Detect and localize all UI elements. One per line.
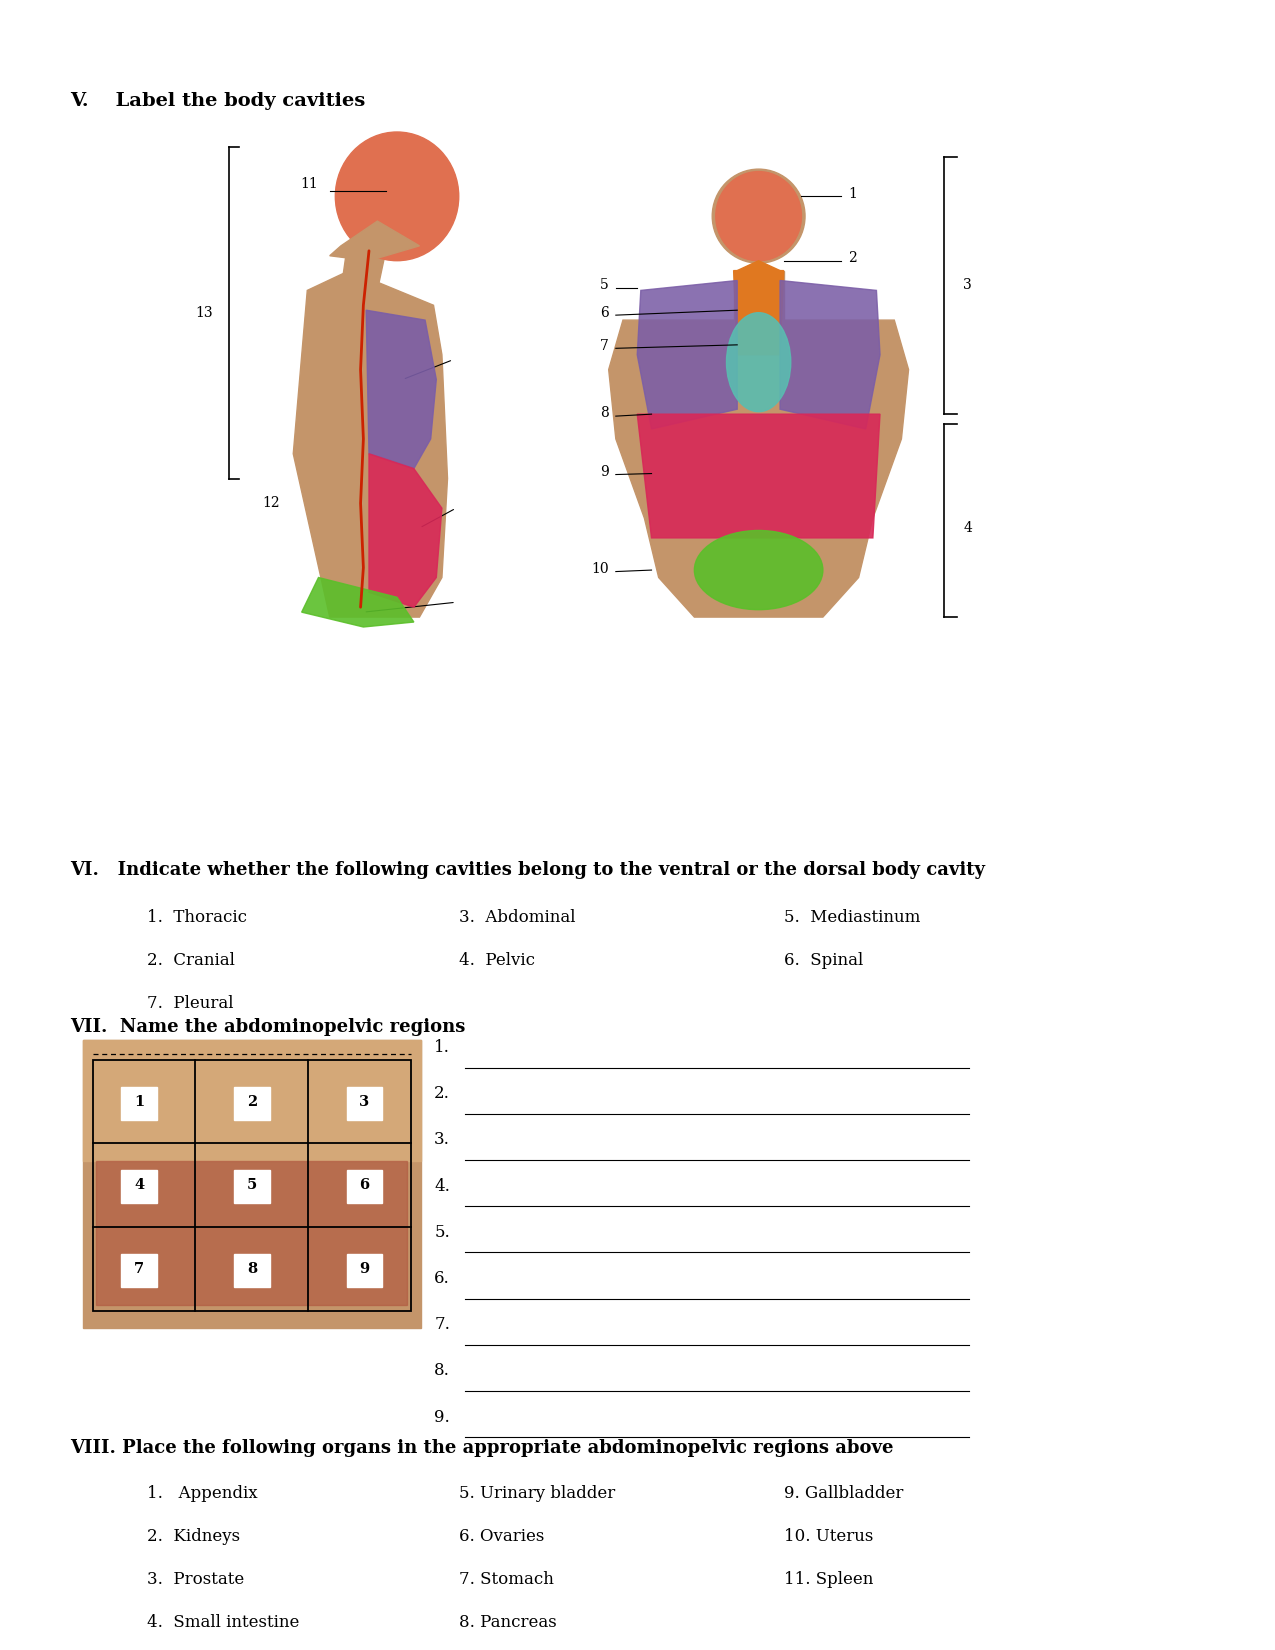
Bar: [121, 1254, 157, 1287]
Text: 9: 9: [601, 465, 608, 478]
Text: 8: 8: [247, 1262, 256, 1275]
Text: 5.: 5.: [435, 1224, 450, 1241]
Text: 1.  Thoracic: 1. Thoracic: [147, 909, 246, 926]
Polygon shape: [737, 261, 780, 271]
Polygon shape: [302, 578, 414, 627]
Text: 9: 9: [360, 1262, 370, 1275]
Bar: [347, 1170, 382, 1203]
Ellipse shape: [335, 132, 459, 261]
Text: 10. Uterus: 10. Uterus: [784, 1528, 873, 1544]
Bar: [347, 1087, 382, 1120]
Bar: [121, 1087, 157, 1120]
Ellipse shape: [715, 172, 802, 261]
Text: 4.  Pelvic: 4. Pelvic: [459, 952, 536, 969]
Text: 13: 13: [196, 305, 213, 320]
Bar: [235, 1170, 270, 1203]
Bar: [235, 1087, 270, 1120]
Bar: [97, 1162, 407, 1305]
Text: 8. Pancreas: 8. Pancreas: [459, 1614, 557, 1630]
Text: 9. Gallbladder: 9. Gallbladder: [784, 1485, 904, 1502]
Ellipse shape: [718, 175, 799, 259]
Polygon shape: [638, 414, 880, 538]
Text: 3: 3: [964, 279, 972, 292]
Text: 4.: 4.: [435, 1178, 450, 1195]
Text: 6: 6: [360, 1178, 370, 1193]
Text: 11. Spleen: 11. Spleen: [784, 1571, 873, 1587]
Text: 7.  Pleural: 7. Pleural: [147, 995, 233, 1011]
Text: V.    Label the body cavities: V. Label the body cavities: [70, 92, 366, 111]
Text: 2.  Kidneys: 2. Kidneys: [147, 1528, 240, 1544]
Text: 6: 6: [601, 305, 608, 320]
Polygon shape: [780, 280, 880, 429]
Text: 5: 5: [246, 1178, 258, 1193]
Polygon shape: [366, 310, 436, 469]
Text: 7: 7: [599, 338, 608, 353]
Text: VII.  Name the abdominopelvic regions: VII. Name the abdominopelvic regions: [70, 1018, 465, 1036]
Polygon shape: [733, 271, 784, 355]
Bar: [121, 1170, 157, 1203]
Text: 8: 8: [601, 406, 608, 421]
Text: 1: 1: [134, 1094, 144, 1109]
Text: 6. Ovaries: 6. Ovaries: [459, 1528, 544, 1544]
Polygon shape: [368, 454, 442, 607]
Text: 10: 10: [592, 561, 608, 576]
Polygon shape: [330, 221, 419, 261]
Text: 4: 4: [134, 1178, 144, 1193]
Ellipse shape: [695, 531, 822, 609]
Text: 7. Stomach: 7. Stomach: [459, 1571, 553, 1587]
Text: 4: 4: [964, 521, 973, 535]
Text: 3.  Abdominal: 3. Abdominal: [459, 909, 575, 926]
Ellipse shape: [727, 314, 790, 411]
Polygon shape: [608, 320, 909, 617]
Text: 5: 5: [601, 279, 608, 292]
Text: 3.: 3.: [435, 1132, 450, 1148]
Text: 6.: 6.: [435, 1270, 450, 1287]
Text: 1.   Appendix: 1. Appendix: [147, 1485, 258, 1502]
Bar: [93, 1059, 411, 1310]
Text: VI.   Indicate whether the following cavities belong to the ventral or the dorsa: VI. Indicate whether the following cavit…: [70, 861, 986, 879]
Text: 6.  Spinal: 6. Spinal: [784, 952, 863, 969]
Text: 1.: 1.: [435, 1040, 450, 1056]
Bar: [347, 1254, 382, 1287]
Text: 3.  Prostate: 3. Prostate: [147, 1571, 244, 1587]
Text: 3: 3: [360, 1094, 370, 1109]
Ellipse shape: [713, 170, 805, 264]
Polygon shape: [340, 251, 386, 290]
Text: 8.: 8.: [435, 1363, 450, 1379]
Text: 2: 2: [848, 251, 857, 266]
Text: 2.  Cranial: 2. Cranial: [147, 952, 235, 969]
Text: 1: 1: [848, 186, 857, 201]
Text: 2: 2: [246, 1094, 258, 1109]
Text: VIII. Place the following organs in the appropriate abdominopelvic regions above: VIII. Place the following organs in the …: [70, 1439, 894, 1457]
Polygon shape: [293, 271, 448, 617]
Text: 5. Urinary bladder: 5. Urinary bladder: [459, 1485, 616, 1502]
Text: 7: 7: [134, 1262, 144, 1275]
Bar: [235, 1254, 270, 1287]
Text: 9.: 9.: [435, 1409, 450, 1426]
Bar: [83, 1040, 421, 1162]
Polygon shape: [638, 280, 737, 429]
Text: 5.  Mediastinum: 5. Mediastinum: [784, 909, 921, 926]
Text: 11: 11: [301, 177, 319, 191]
Text: 7.: 7.: [435, 1317, 450, 1333]
Text: 4.  Small intestine: 4. Small intestine: [147, 1614, 300, 1630]
Text: 2.: 2.: [435, 1086, 450, 1102]
Bar: [83, 1040, 421, 1328]
Text: 12: 12: [261, 497, 279, 510]
Bar: [733, 271, 784, 320]
